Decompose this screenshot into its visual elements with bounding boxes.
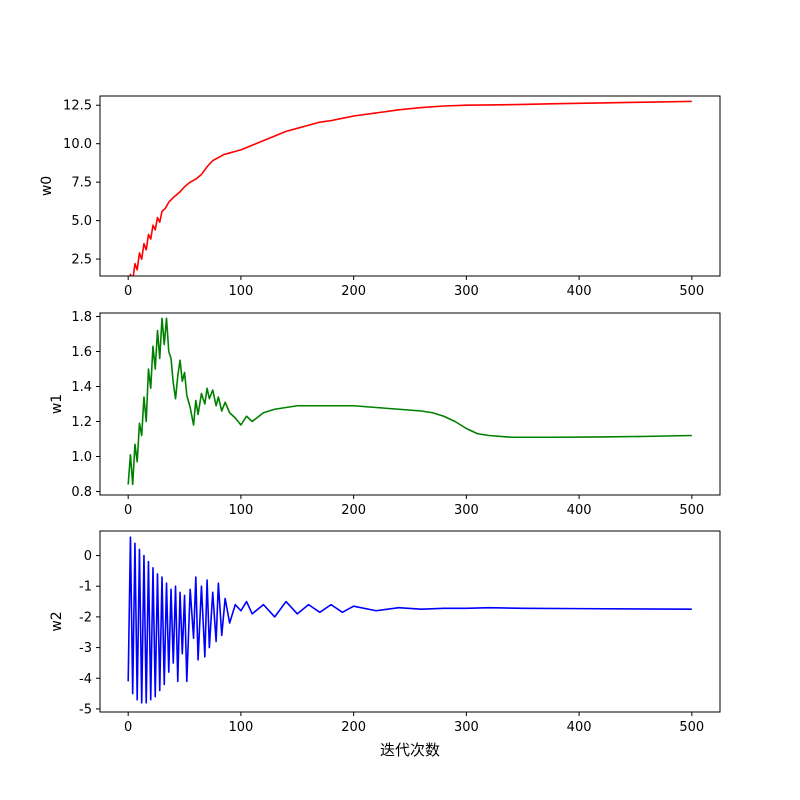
x-tick-label: 200	[341, 284, 366, 299]
y-tick-label: 10.0	[63, 137, 92, 152]
y-axis-label: w0	[39, 176, 55, 196]
x-tick-label: 300	[454, 284, 479, 299]
series-line-w2	[127, 536, 692, 704]
x-tick-label: 100	[228, 720, 253, 735]
y-axis-label: w2	[49, 611, 65, 631]
y-tick-label: 1.6	[71, 345, 92, 360]
y-tick-label: 0.8	[71, 485, 92, 500]
y-tick-label: 1.0	[71, 450, 92, 465]
x-tick-label: 500	[679, 720, 704, 735]
subplot-w1: 0 100 200 300 400 500 0.8 1.0 1.2 1.4 1.6 1.8 w1	[49, 310, 721, 518]
y-tick-label: 0	[84, 549, 92, 564]
x-tick-label: 100	[228, 284, 253, 299]
y-tick-label: 1.4	[71, 380, 92, 395]
y-tick-label: 1.2	[71, 415, 92, 430]
x-tick-label: 200	[341, 503, 366, 518]
x-tick-label: 100	[228, 503, 253, 518]
series-line-w0	[129, 100, 692, 276]
x-tick-label: 300	[454, 503, 479, 518]
x-tick-label: 0	[124, 720, 132, 735]
x-tick-label: 500	[679, 503, 704, 518]
x-tick-label: 200	[341, 720, 366, 735]
subplot-w2: 0 100 200 300 400 500 0 -1 -2 -3 -4 -5 w2 迭代次数	[49, 530, 721, 759]
y-tick-label: 2.5	[71, 253, 92, 268]
x-tick-label: 400	[567, 284, 592, 299]
y-tick-label: 5.0	[71, 214, 92, 229]
y-tick-label: -4	[79, 672, 92, 687]
y-tick-label: -2	[79, 610, 92, 625]
x-tick-label: 0	[124, 284, 132, 299]
x-tick-label: 400	[567, 503, 592, 518]
x-tick-label: 400	[567, 720, 592, 735]
axes-frame	[99, 312, 721, 496]
x-axis-label: 迭代次数	[380, 741, 440, 759]
series-line-w1	[127, 317, 692, 486]
y-tick-label: -1	[79, 580, 92, 595]
axes-frame	[99, 530, 721, 713]
axes-frame	[99, 95, 721, 277]
y-tick-label: 7.5	[71, 176, 92, 191]
subplot-w0: 0 100 200 300 400 500 2.5 5.0 7.5 10.0 12.5 w0	[39, 95, 721, 299]
y-tick-label: 12.5	[63, 99, 92, 114]
x-tick-label: 300	[454, 720, 479, 735]
x-tick-label: 0	[124, 503, 132, 518]
x-tick-label: 500	[679, 284, 704, 299]
y-axis-label: w1	[49, 394, 65, 414]
y-tick-label: -3	[79, 641, 92, 656]
y-tick-label: 1.8	[71, 310, 92, 325]
subplots: 0 100 200 300 400 500 2.5 5.0 7.5 10.0 12.5 w0 0 100 2…	[39, 95, 721, 759]
y-tick-label: -5	[79, 702, 92, 717]
